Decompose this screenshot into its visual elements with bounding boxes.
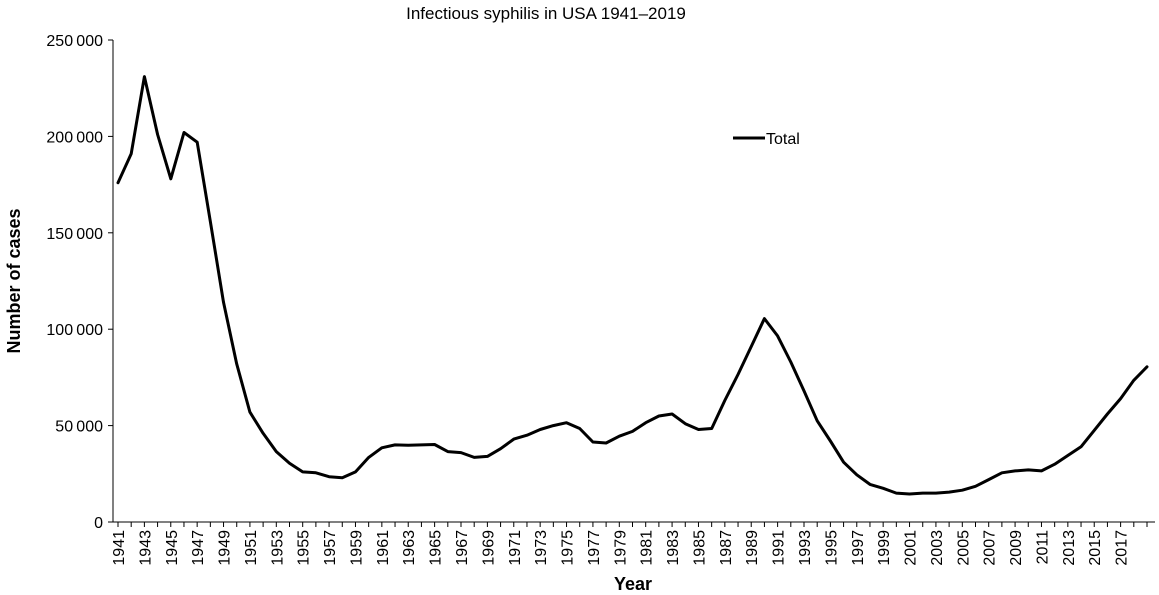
x-tick-label: 1999 [876, 530, 893, 566]
y-tick-label: 150 000 [46, 226, 103, 243]
x-tick-labels: 1941 1943 1945 1947 1949 1951 1953 1955 1957 1959… [111, 522, 1148, 566]
x-tick-label: 1961 [375, 530, 392, 566]
x-tick-label: 1977 [586, 530, 603, 566]
x-tick-label: 1955 [296, 530, 313, 566]
x-tick-label: 1947 [190, 530, 207, 566]
x-tick-label: 1985 [691, 530, 708, 566]
x-tick-label: 1973 [533, 530, 550, 566]
x-tick-label: 2015 [1087, 530, 1104, 566]
y-tick-label: 250 000 [46, 33, 103, 50]
y-tick-label: 0 [94, 515, 103, 532]
x-axis: 1941 1943 1945 1947 1949 1951 1953 1955 1957 1959… [111, 521, 1155, 566]
y-tick-labels: 0 50 000 100 000 150 000 200 000 250 000 [46, 33, 113, 532]
x-tick-label: 1981 [639, 530, 656, 566]
x-tick-label: 1949 [217, 530, 234, 566]
x-tick-label: 1995 [823, 530, 840, 566]
x-tick-label: 1969 [480, 530, 497, 566]
x-tick-label: 1963 [401, 530, 418, 566]
x-tick-label: 2003 [929, 530, 946, 566]
x-tick-label: 2011 [1034, 530, 1051, 565]
x-tick-label: 2001 [903, 530, 920, 566]
y-tick-label: 50 000 [55, 419, 103, 436]
series-line-total [116, 75, 1149, 496]
y-axis-title: Number of cases [4, 208, 24, 353]
x-tick-label: 1997 [850, 530, 867, 566]
x-tick-label: 1991 [771, 530, 788, 566]
x-tick-label: 1953 [269, 530, 286, 566]
x-tick-label: 1941 [111, 530, 128, 566]
x-tick-label: 1979 [612, 530, 629, 566]
legend: Total [733, 131, 800, 148]
x-tick-label: 1943 [137, 530, 154, 566]
x-tick-label: 1945 [164, 530, 181, 566]
x-tick-label: 1951 [243, 530, 260, 566]
x-axis-title: Year [614, 574, 652, 594]
x-tick-label: 2005 [955, 530, 972, 566]
chart-title: Infectious syphilis in USA 1941–2019 [406, 4, 686, 23]
x-tick-label: 2007 [982, 530, 999, 566]
x-tick-label: 2017 [1114, 530, 1131, 566]
x-tick-label: 1993 [797, 530, 814, 566]
series-layer [116, 75, 1149, 496]
x-tick-label: 1959 [348, 530, 365, 566]
x-tick-label: 1971 [507, 530, 524, 566]
x-tick-label: 1957 [322, 530, 339, 566]
y-axis: 0 50 000 100 000 150 000 200 000 250 000 [46, 33, 114, 532]
x-tick-label: 1967 [454, 530, 471, 566]
x-tick-label: 1975 [560, 530, 577, 566]
x-tick-label: 2009 [1008, 530, 1025, 566]
y-tick-label: 200 000 [46, 129, 103, 146]
x-tick-label: 1965 [428, 530, 445, 566]
x-tick-label: 1983 [665, 530, 682, 566]
x-tick-label: 1987 [718, 530, 735, 566]
legend-label-total: Total [766, 131, 800, 148]
x-tick-label: 1989 [744, 530, 761, 566]
x-tick-label: 2013 [1061, 530, 1078, 566]
y-tick-label: 100 000 [46, 322, 103, 339]
